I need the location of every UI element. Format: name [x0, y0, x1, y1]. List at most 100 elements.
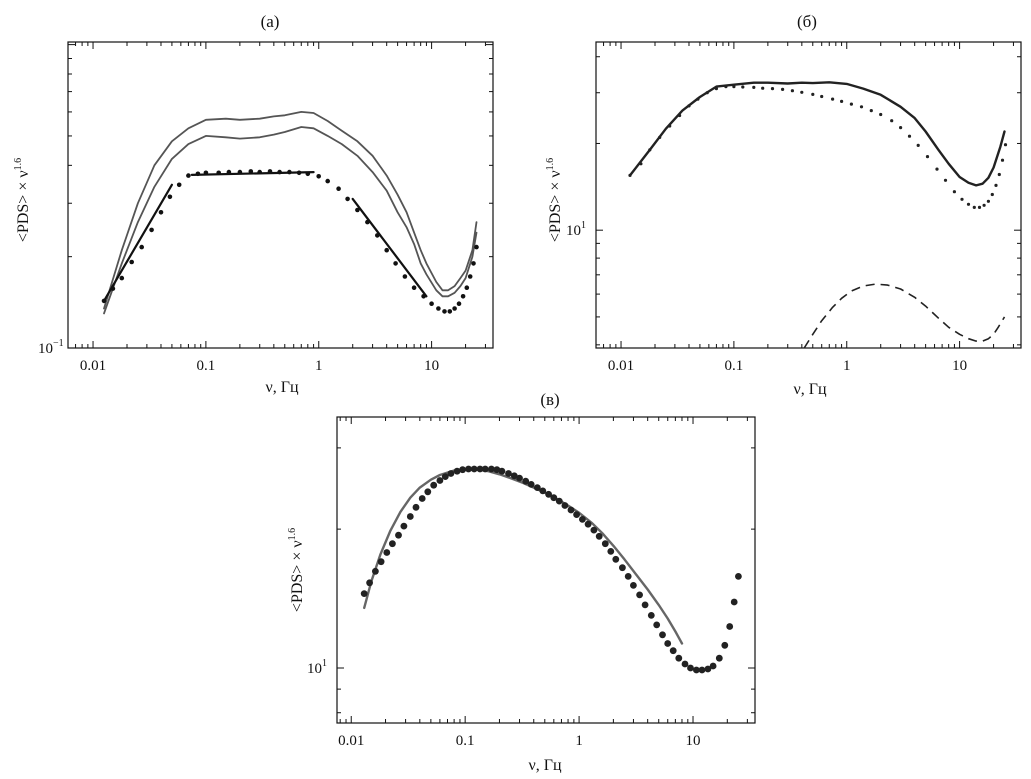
panel-b-data-point	[935, 167, 939, 171]
panel-c-x-tick-label: 1	[575, 733, 583, 749]
panel-a-data-point	[176, 182, 182, 188]
panel-c-data-point	[505, 470, 512, 477]
panel-a-data-point	[411, 285, 417, 291]
panel-c-data-point	[533, 484, 541, 491]
panel-c-data-point	[424, 488, 432, 496]
panel-b-y-axis-label: <PDS> × ν1.6	[545, 158, 564, 242]
panel-a-data-point	[436, 306, 441, 311]
panel-a-data-point	[464, 285, 470, 291]
panel-b-data-point	[972, 205, 976, 209]
panel-b-data-point	[994, 183, 998, 187]
panel-a-y-axis-label: <PDS> × ν1.6	[13, 158, 32, 242]
panel-a-data-point	[429, 301, 434, 307]
panel-b-series-1-points	[628, 85, 1008, 209]
panel-c-data-point	[681, 660, 689, 668]
panel-a-data-point	[139, 244, 144, 250]
panel-c-data-point	[698, 666, 706, 674]
panel-c-data-point	[607, 548, 615, 555]
panel-b-data-point	[724, 85, 728, 89]
panel-c-data-point	[636, 591, 643, 599]
panel-b-data-point	[687, 104, 691, 108]
panel-a-data-point	[149, 227, 154, 233]
panel-a-x-tick-label: 1	[315, 358, 323, 374]
panel-a-data-point	[158, 210, 164, 215]
panel-b-series-2-line	[803, 283, 1006, 349]
panel-a-data-point	[452, 306, 457, 311]
panel-b-data-point	[678, 113, 682, 118]
panel-b-data-point	[761, 86, 765, 90]
panel-a-series-0-line	[103, 111, 478, 310]
panel-c-data-point	[619, 564, 626, 572]
panel-b-data-point	[696, 97, 700, 101]
panel-c-data-point	[418, 495, 426, 502]
panel-b-data-point	[811, 92, 815, 96]
panel-c-data-point	[476, 465, 484, 473]
panel-b-data-point	[820, 94, 824, 99]
panel-b-ticks: 0.01 0.1 1 10 101	[566, 42, 1021, 374]
panel-c-series-1-points	[360, 465, 742, 674]
panel-c-data-point	[659, 631, 666, 639]
panel-c-data-point	[709, 662, 717, 670]
panel-a-data-point	[471, 261, 476, 266]
panel-b-x-tick-label: 10	[952, 358, 967, 374]
panel-b-data-point	[705, 91, 709, 95]
panel-b-data-point	[849, 102, 854, 106]
panel-c-data-point	[555, 497, 563, 505]
panel-c-data-point	[465, 465, 472, 473]
panel-b-data-point	[1003, 143, 1008, 147]
panel-b-data-point	[668, 124, 672, 128]
panel-a-plot-area	[101, 111, 479, 315]
panel-a-series-5-line	[351, 197, 428, 298]
panel-b-data-point	[986, 199, 991, 203]
panel-a-ticks: 0.01 0.1 1 10 10−1	[38, 42, 493, 374]
panel-c-frame	[336, 416, 756, 724]
panel-c-data-point	[590, 526, 598, 534]
panel-c-data-point	[498, 467, 506, 475]
panel-b-x-tick-label: 1	[843, 358, 851, 374]
panel-b-data-point	[831, 97, 835, 101]
panel-a-data-point	[336, 186, 341, 191]
panel-b-data-point	[952, 190, 957, 194]
panel-a-data-point	[402, 274, 408, 279]
panel-c-data-point	[377, 558, 385, 566]
panel-a-x-tick-label: 10	[424, 358, 439, 374]
panel-c-plot-area	[360, 465, 742, 674]
panel-c-data-point	[395, 531, 402, 539]
panel-a-data-point	[456, 301, 462, 307]
panel-c-data-point	[704, 665, 712, 673]
panel-b-data-point	[648, 148, 652, 152]
panel-b-data-point	[732, 85, 736, 89]
panel-c-data-point	[459, 466, 466, 474]
panel-b-data-point	[714, 87, 719, 91]
panel-c-data-point	[360, 590, 368, 597]
panel-b-data-point	[800, 90, 804, 94]
panel-c-data-point	[624, 573, 632, 580]
panel-c-x-axis-label: ν, Гц	[528, 757, 561, 774]
panel-c-data-point	[687, 664, 694, 672]
panel-a: (а) 0.01 0.1 1 10 10−1 ν, Гц <PDS> × ν1.6	[13, 12, 494, 396]
panel-b-data-point	[790, 89, 795, 93]
panel-a-y-tick-label: 10−1	[38, 338, 64, 357]
panel-a-x-axis-label: ν, Гц	[265, 379, 298, 396]
panel-b-series-0-line	[628, 81, 1006, 187]
panel-a-x-tick-label: 0.01	[80, 358, 106, 374]
panel-c-data-point	[441, 473, 449, 480]
panel-c-y-axis-label: <PDS> × ν1.6	[287, 528, 306, 612]
panel-b-data-point	[943, 178, 948, 182]
panel-c-data-point	[561, 502, 569, 509]
panel-c-y-tick-label: 101	[307, 658, 327, 677]
panel-c-x-tick-label: 0.01	[338, 733, 364, 749]
panel-b-x-axis-label: ν, Гц	[793, 381, 826, 398]
panel-b-data-point	[966, 202, 971, 206]
panel-c-data-point	[481, 465, 489, 473]
panel-c-data-point	[430, 481, 438, 489]
panel-b-data-point	[639, 162, 643, 166]
panel-b-data-point	[982, 203, 986, 207]
panel-c-data-point	[612, 555, 620, 563]
panel-b-title: (б)	[797, 12, 817, 31]
panel-b-data-point	[752, 85, 756, 89]
panel-c-data-point	[366, 579, 373, 587]
panel-c: (в) 0.01 0.1 1 10 101 ν, Гц <PDS> × ν1.6	[287, 390, 756, 774]
panel-b-data-point	[997, 172, 1001, 177]
panel-c-data-point	[527, 481, 535, 488]
